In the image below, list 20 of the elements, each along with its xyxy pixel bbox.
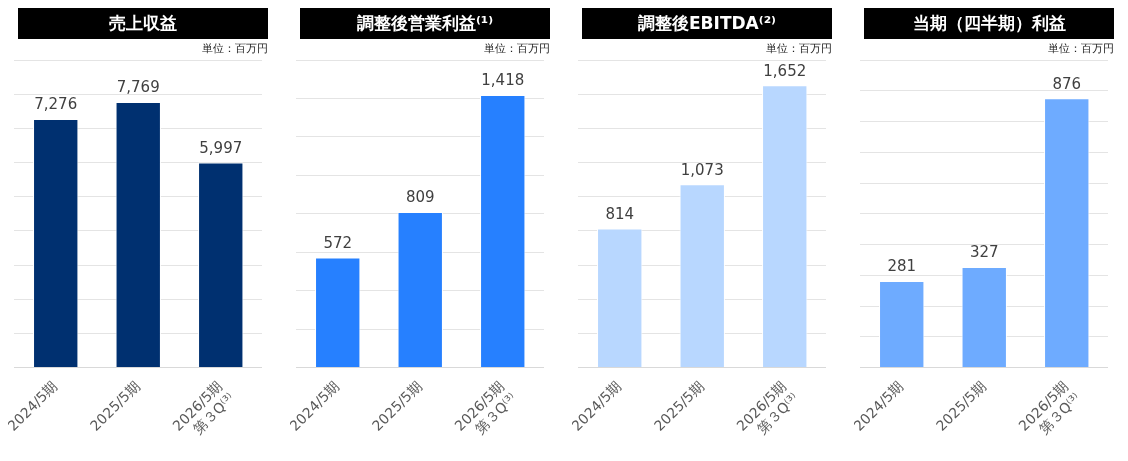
data-label: 1,418 [481,71,525,90]
data-label: 876 [1052,74,1082,93]
data-label: 5,997 [199,139,243,157]
chart-subtitle: 単位：百万円 [1047,41,1114,56]
data-label: 1,652 [763,61,807,80]
chart-subtitle: 単位：百万円 [201,41,268,56]
data-label: 281 [887,257,917,276]
chart-title: 売上収益 [18,8,268,39]
data-label: 814 [605,204,635,223]
data-label: 572 [323,233,353,252]
data-label: 327 [969,243,999,262]
chart-title: 当期（四半期）利益 [864,8,1114,39]
chart-title: 調整後営業利益⁽¹⁾ [300,8,550,39]
data-label: 809 [405,188,435,207]
data-label: 1,073 [680,160,724,179]
chart-title: 調整後EBITDA⁽²⁾ [582,8,832,39]
data-label: 7,276 [34,95,78,114]
data-label: 7,769 [116,78,160,97]
chart-subtitle: 単位：百万円 [483,41,550,56]
chart-subtitle: 単位：百万円 [765,41,832,56]
